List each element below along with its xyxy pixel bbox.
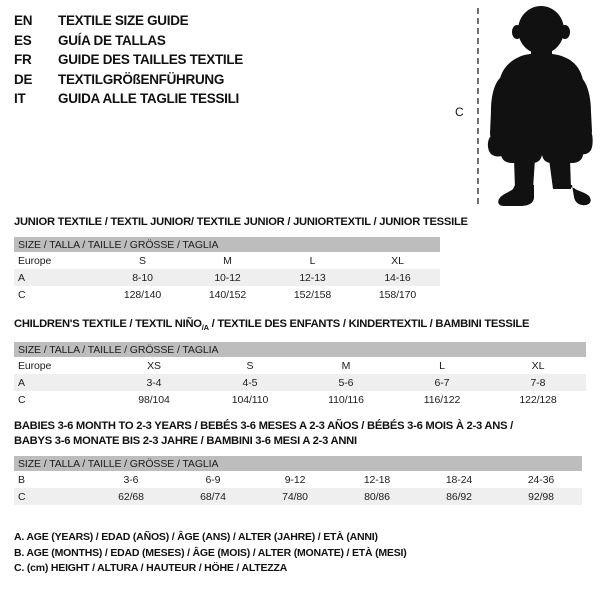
cell: 116/122 xyxy=(394,391,490,409)
language-row: IT GUIDA ALLE TAGLIE TESSILI xyxy=(14,91,314,111)
cell: 8-10 xyxy=(100,269,185,286)
language-code: DE xyxy=(14,71,33,87)
cell: 152/158 xyxy=(270,286,355,303)
cell: 128/140 xyxy=(100,286,185,303)
language-row: ES GUÍA DE TALLAS xyxy=(14,33,314,53)
cell: XL xyxy=(355,252,440,269)
table-band-row: SIZE / TALLA / TAILLE / GRÖSSE / TAGLIA xyxy=(14,237,440,252)
cell: M xyxy=(185,252,270,269)
language-row: FR GUIDE DES TAILLES TEXTILE xyxy=(14,52,314,72)
row-label: B xyxy=(14,471,90,488)
cell: 6-7 xyxy=(394,374,490,392)
section-title-subscript: /A xyxy=(201,323,209,333)
language-row: DE TEXTILGRÖßENFÜHRUNG xyxy=(14,72,314,92)
row-label: A xyxy=(14,374,106,392)
cell: 14-16 xyxy=(355,269,440,286)
cell: 9-12 xyxy=(254,471,336,488)
language-title: GUÍA DE TALLAS xyxy=(58,32,166,48)
cell: 3-4 xyxy=(106,374,202,392)
table-row: A 3-4 4-5 5-6 6-7 7-8 xyxy=(14,374,586,392)
cell: 18-24 xyxy=(418,471,500,488)
cell: 12-13 xyxy=(270,269,355,286)
children-size-table: SIZE / TALLA / TAILLE / GRÖSSE / TAGLIA … xyxy=(14,342,586,409)
cell: 10-12 xyxy=(185,269,270,286)
cell: S xyxy=(100,252,185,269)
language-title: GUIDE DES TAILLES TEXTILE xyxy=(58,52,244,67)
language-header-block: EN TEXTILE SIZE GUIDE ES GUÍA DE TALLAS … xyxy=(14,13,314,111)
footnote-b: B. AGE (MONTHS) / EDAD (MESES) / ÂGE (MO… xyxy=(14,546,407,559)
section-title-line-1: BABIES 3-6 MONTH TO 2-3 YEARS / BEBÉS 3-… xyxy=(14,420,514,432)
language-title: GUIDA ALLE TAGLIE TESSILI xyxy=(58,91,239,106)
footnotes-legend: A. AGE (YEARS) / EDAD (AÑOS) / ÂGE (ANS)… xyxy=(14,530,584,577)
cell: S xyxy=(202,357,298,375)
table-band-row: SIZE / TALLA / TAILLE / GRÖSSE / TAGLIA xyxy=(14,342,586,358)
row-label: Europe xyxy=(14,357,106,375)
language-title: TEXTILE SIZE GUIDE xyxy=(58,13,189,28)
cell: 24-36 xyxy=(500,471,582,488)
cell: 4-5 xyxy=(202,374,298,392)
language-code: FR xyxy=(14,52,32,67)
cell: 122/128 xyxy=(490,391,586,409)
cell: 98/104 xyxy=(106,391,202,409)
junior-size-table: SIZE / TALLA / TAILLE / GRÖSSE / TAGLIA … xyxy=(14,237,440,303)
height-figure-block: C xyxy=(440,0,600,212)
table-row: A 8-10 10-12 12-13 14-16 xyxy=(14,269,440,286)
section-childrens-textile: CHILDREN'S TEXTILE / TEXTIL NIÑO/A / TEX… xyxy=(14,317,586,409)
cell: 104/110 xyxy=(202,391,298,409)
height-dashed-line xyxy=(477,8,479,204)
section-title-line-2: BABYS 3-6 MONATE BIS 2-3 JAHRE / BAMBINI… xyxy=(14,435,357,447)
cell: 3-6 xyxy=(90,471,172,488)
table-band-row: SIZE / TALLA / TAILLE / GRÖSSE / TAGLIA xyxy=(14,456,582,471)
language-code: IT xyxy=(14,91,26,106)
cell: XS xyxy=(106,357,202,375)
cell: L xyxy=(394,357,490,375)
language-row: EN TEXTILE SIZE GUIDE xyxy=(14,13,314,33)
babies-size-table: SIZE / TALLA / TAILLE / GRÖSSE / TAGLIA … xyxy=(14,456,582,505)
cell: XL xyxy=(490,357,586,375)
language-code: ES xyxy=(14,32,32,48)
cell: 110/116 xyxy=(298,391,394,409)
cell: 5-6 xyxy=(298,374,394,392)
row-label: A xyxy=(14,269,100,286)
cell: 7-8 xyxy=(490,374,586,392)
footnote-c: C. (cm) HEIGHT / ALTURA / HAUTEUR / HÖHE… xyxy=(14,562,288,574)
band-label: SIZE / TALLA / TAILLE / GRÖSSE / TAGLIA xyxy=(14,342,586,358)
section-title: CHILDREN'S TEXTILE / TEXTIL NIÑO/A / TEX… xyxy=(14,317,586,335)
table-row: C 62/68 68/74 74/80 80/86 86/92 92/98 xyxy=(14,488,582,505)
row-label: Europe xyxy=(14,252,100,269)
cell: 6-9 xyxy=(172,471,254,488)
table-row: Europe XS S M L XL xyxy=(14,357,586,375)
section-junior-textile: JUNIOR TEXTILE / TEXTIL JUNIOR/ TEXTILE … xyxy=(14,215,468,303)
section-title: JUNIOR TEXTILE / TEXTIL JUNIOR/ TEXTILE … xyxy=(14,216,468,228)
section-title-suffix: / TEXTILE DES ENFANTS / KINDERTEXTIL / B… xyxy=(208,318,530,330)
language-code: EN xyxy=(14,13,33,28)
band-label: SIZE / TALLA / TAILLE / GRÖSSE / TAGLIA xyxy=(14,237,440,252)
table-row: C 128/140 140/152 152/158 158/170 xyxy=(14,286,440,303)
row-label: C xyxy=(14,286,100,303)
cell: 140/152 xyxy=(185,286,270,303)
cell: 158/170 xyxy=(355,286,440,303)
language-title: TEXTILGRÖßENFÜHRUNG xyxy=(58,71,225,87)
cell: 68/74 xyxy=(172,488,254,505)
row-label: C xyxy=(14,488,90,505)
cell: 80/86 xyxy=(336,488,418,505)
cell: 92/98 xyxy=(500,488,582,505)
cell: 12-18 xyxy=(336,471,418,488)
band-label: SIZE / TALLA / TAILLE / GRÖSSE / TAGLIA xyxy=(14,456,582,471)
cell: 86/92 xyxy=(418,488,500,505)
child-silhouette-icon xyxy=(487,6,593,206)
footnote-a: A. AGE (YEARS) / EDAD (AÑOS) / ÂGE (ANS)… xyxy=(14,531,378,543)
table-row: B 3-6 6-9 9-12 12-18 18-24 24-36 xyxy=(14,471,582,488)
row-label: C xyxy=(14,391,106,409)
section-title-prefix: CHILDREN'S TEXTILE / TEXTIL NIÑO xyxy=(14,318,202,330)
section-babies-textile: BABIES 3-6 MONTH TO 2-3 YEARS / BEBÉS 3-… xyxy=(14,419,582,505)
cell: M xyxy=(298,357,394,375)
height-marker-label: C xyxy=(455,105,464,119)
table-row: Europe S M L XL xyxy=(14,252,440,269)
cell: 62/68 xyxy=(90,488,172,505)
cell: 74/80 xyxy=(254,488,336,505)
cell: L xyxy=(270,252,355,269)
table-row: C 98/104 104/110 110/116 116/122 122/128 xyxy=(14,391,586,409)
